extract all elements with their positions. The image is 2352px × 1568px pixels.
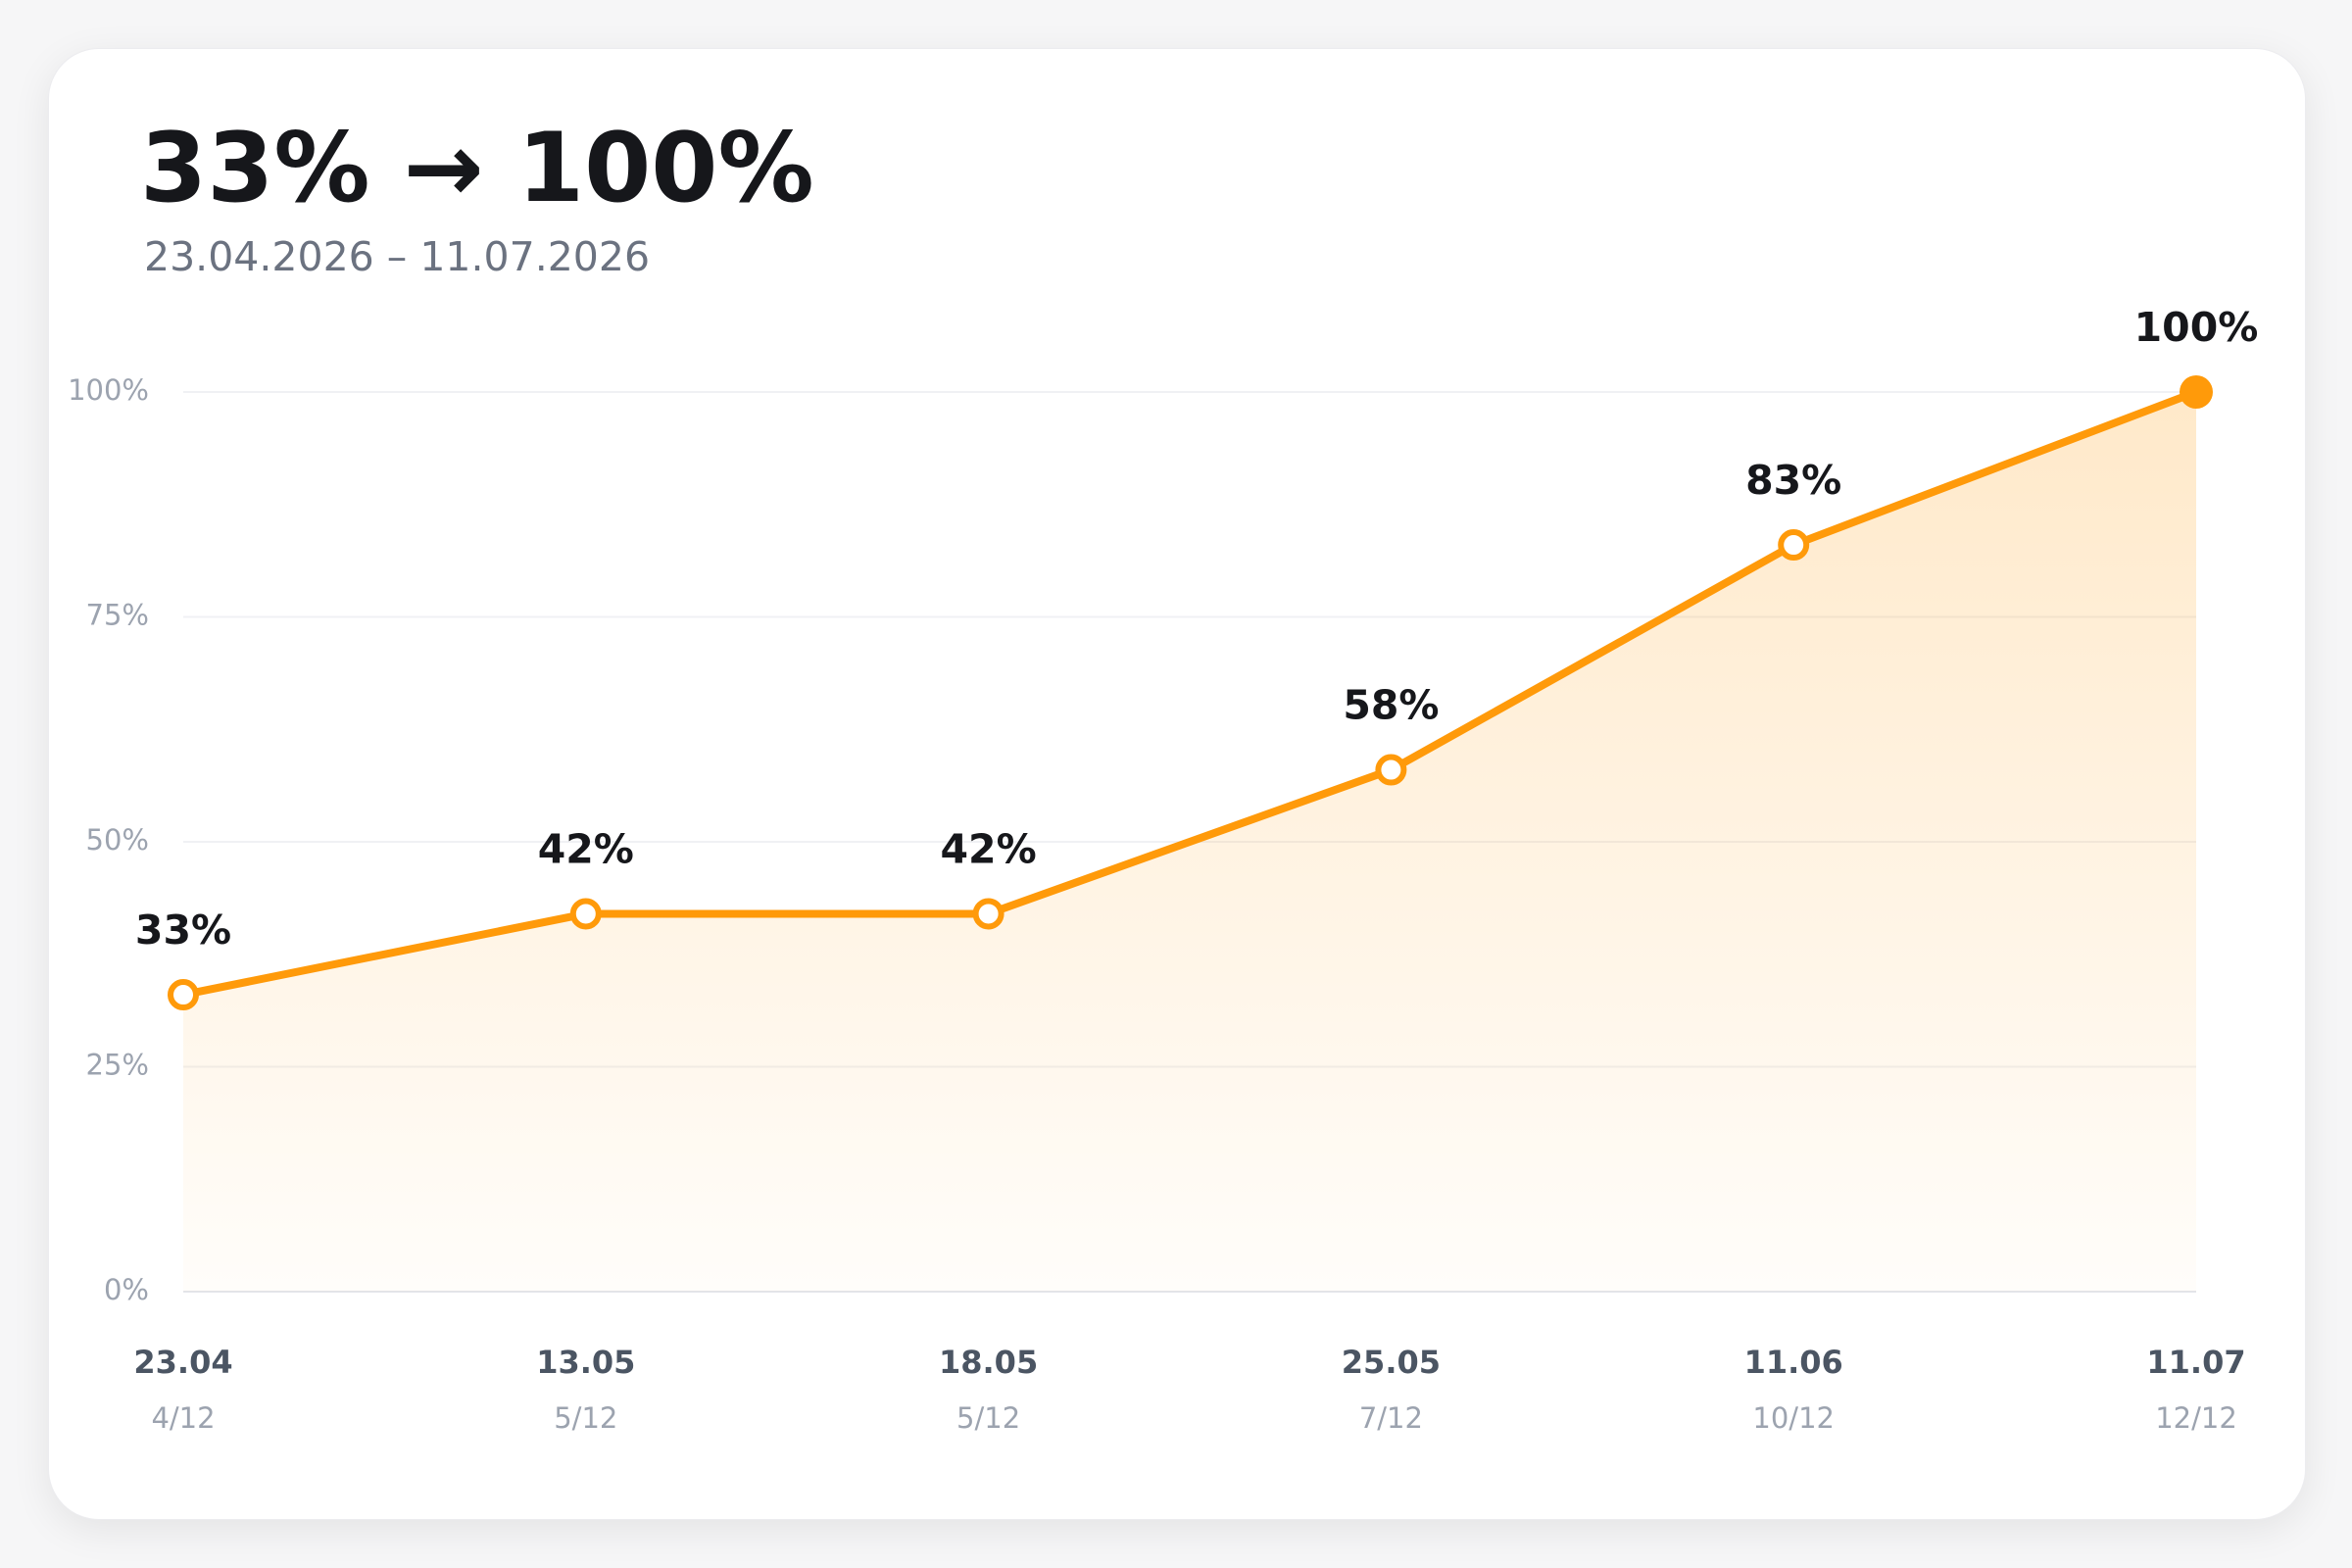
x-tick-sublabel: 4/12 (151, 1401, 215, 1435)
x-tick-label: 11.06 (1744, 1344, 1843, 1381)
y-tick-label: 25% (86, 1049, 149, 1082)
point (1778, 529, 1810, 562)
point (1375, 754, 1407, 786)
x-tick-sublabel: 5/12 (956, 1401, 1020, 1435)
x-tick-label: 11.07 (2146, 1344, 2245, 1381)
chart-title: 33% → 100% (140, 113, 814, 224)
x-tick-sublabel: 7/12 (1359, 1401, 1423, 1435)
y-tick-label: 75% (86, 599, 149, 632)
chart-subtitle: 23.04.2026 – 11.07.2026 (144, 233, 650, 280)
value-label: 42% (538, 825, 634, 872)
x-tick-label: 25.05 (1342, 1344, 1441, 1381)
point (168, 979, 199, 1011)
x-tick-sublabel: 12/12 (2155, 1401, 2237, 1435)
line (179, 388, 2200, 1000)
x-tick-sublabel: 5/12 (554, 1401, 617, 1435)
x-tick-label: 13.05 (536, 1344, 635, 1381)
value-label: 100% (2134, 304, 2259, 351)
point (2180, 375, 2213, 409)
y-tick-label: 0% (104, 1273, 149, 1306)
x-tick-sublabel: 10/12 (1752, 1401, 1835, 1435)
point (972, 898, 1004, 930)
value-label: 58% (1343, 682, 1439, 729)
y-tick-label: 50% (86, 823, 149, 857)
value-label: 42% (941, 825, 1037, 872)
x-tick-label: 18.05 (939, 1344, 1038, 1381)
x-tick-label: 23.04 (133, 1344, 232, 1381)
y-tick-label: 100% (68, 373, 149, 407)
point (569, 898, 602, 930)
value-label: 33% (135, 906, 231, 954)
value-label: 83% (1745, 457, 1841, 504)
